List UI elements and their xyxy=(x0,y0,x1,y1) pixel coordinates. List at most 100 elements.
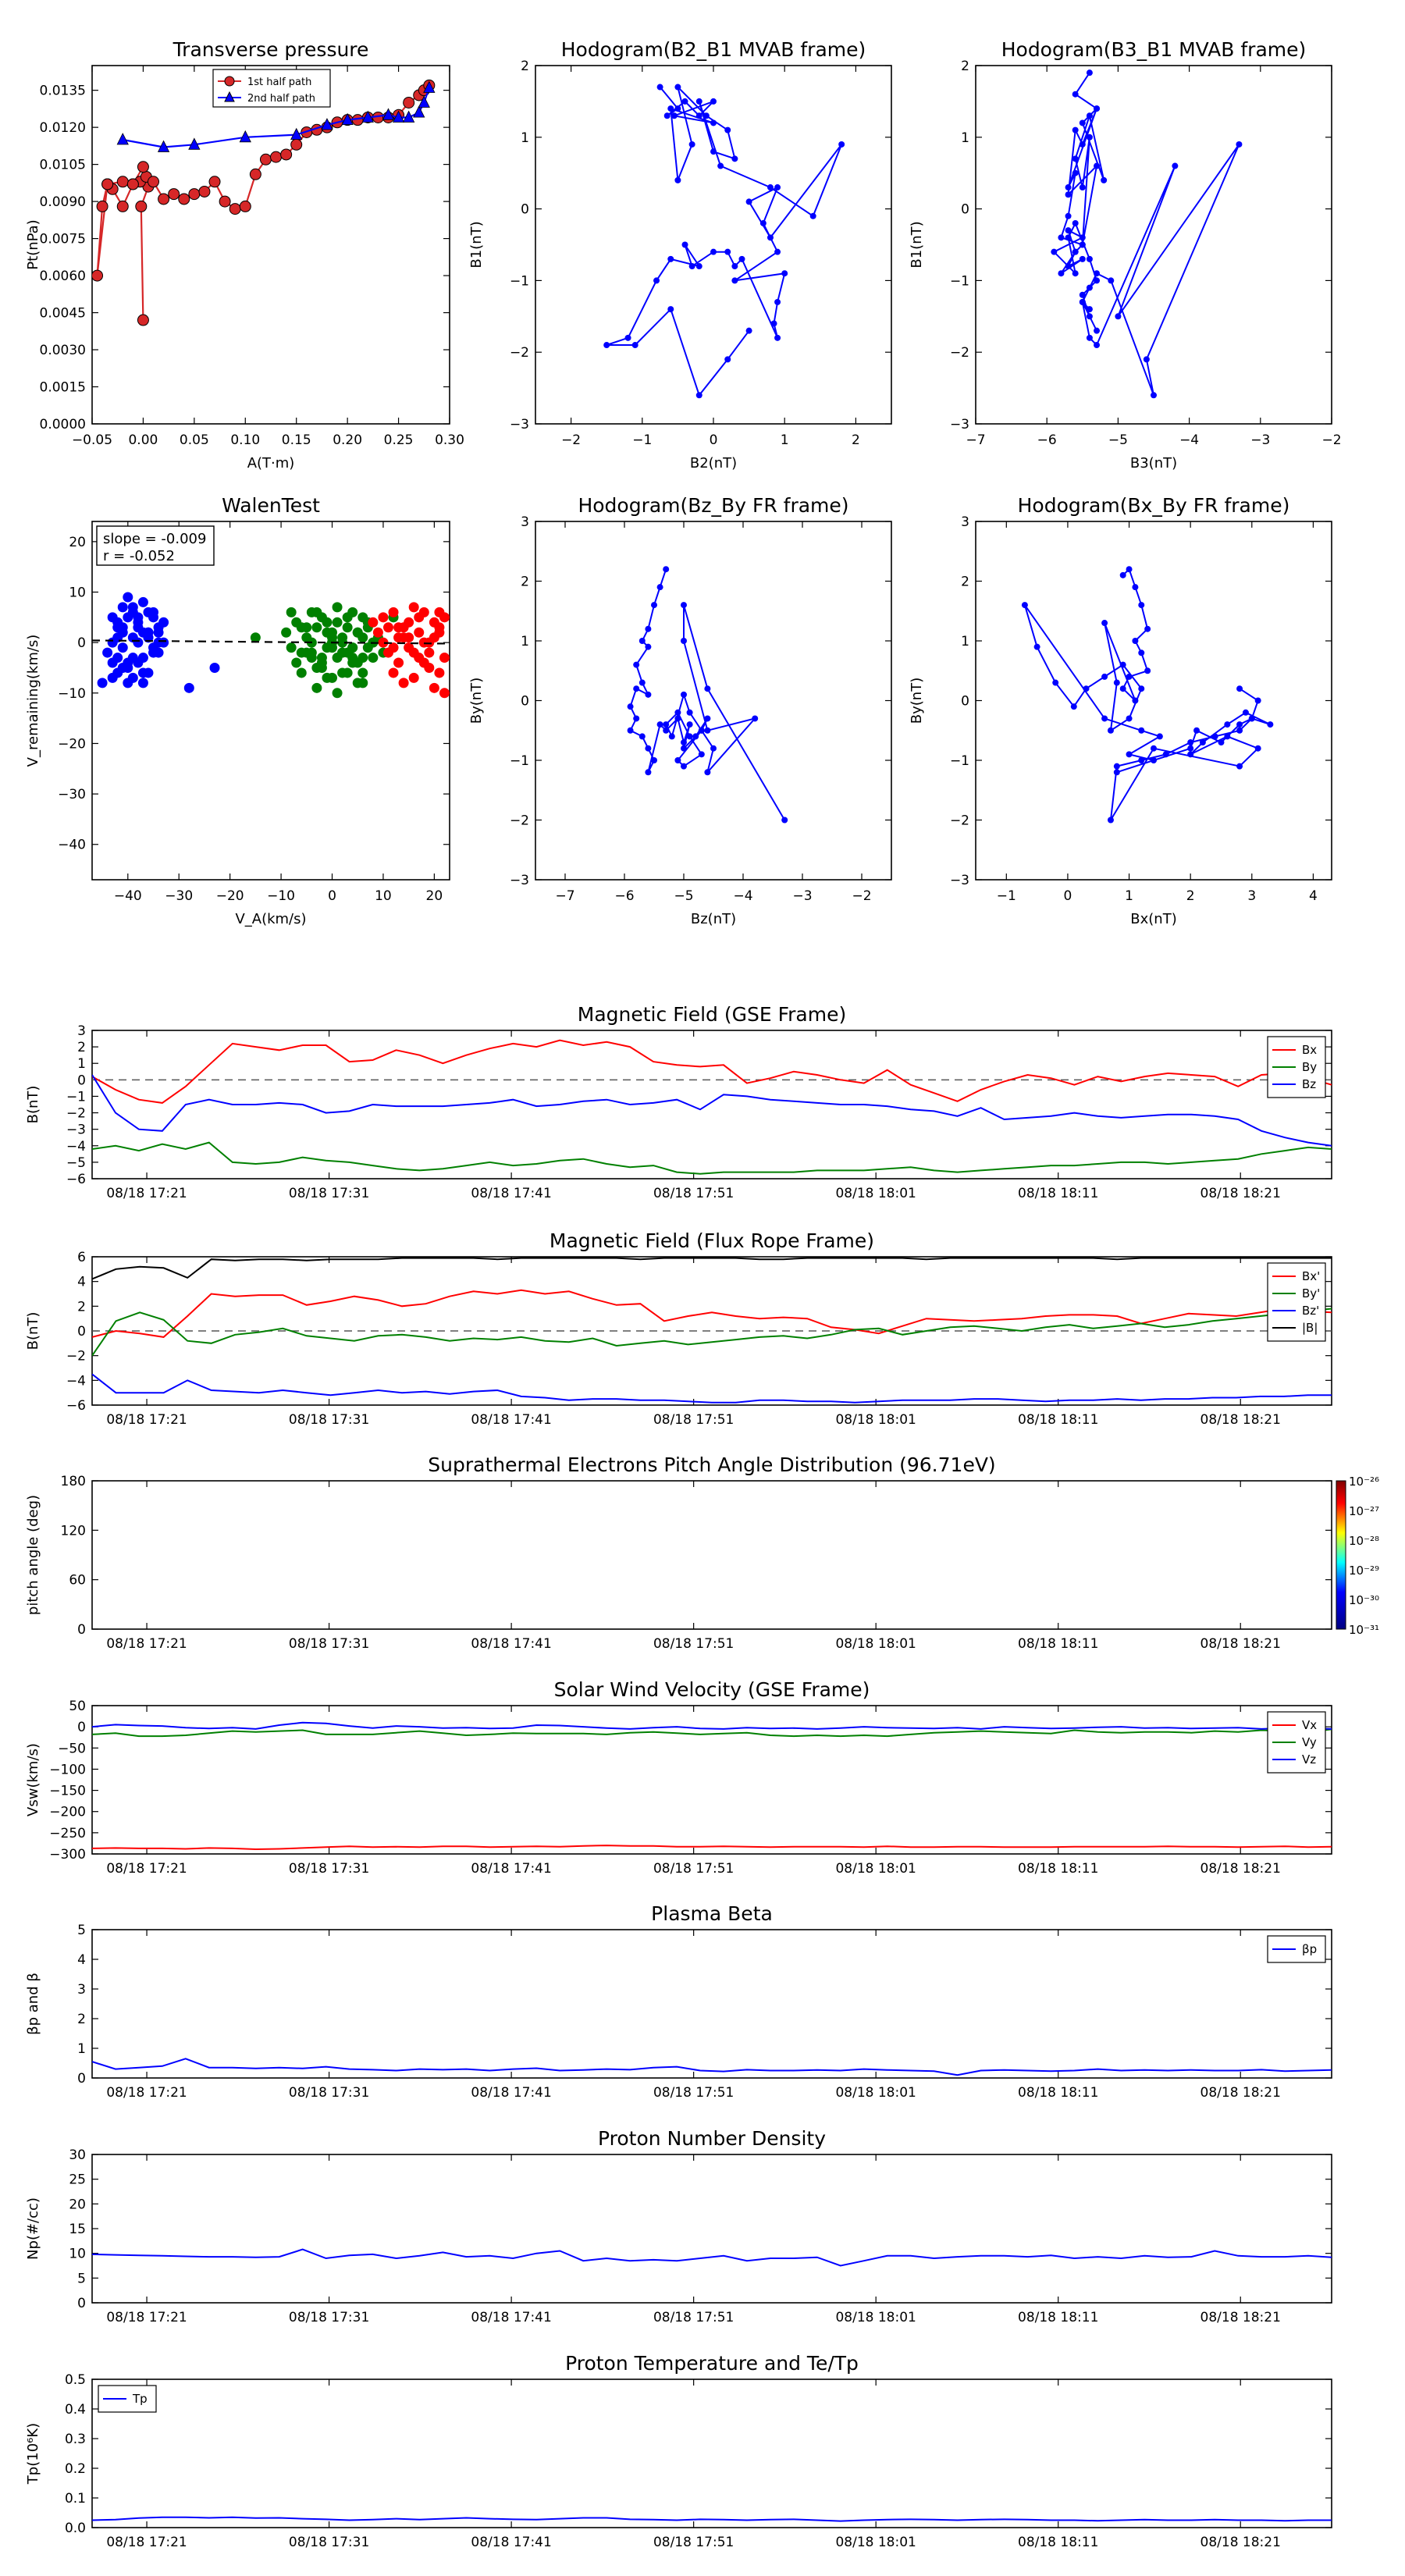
walen-point xyxy=(112,617,123,628)
walen-series-layer xyxy=(92,592,450,699)
walen-point xyxy=(434,607,445,617)
tp-xtick-label: −0.05 xyxy=(72,432,112,448)
h1-hodogram-point xyxy=(674,84,681,91)
np-ytick-label: 5 xyxy=(77,2271,86,2286)
h1-hodogram-point xyxy=(731,277,738,284)
beta-ylabel: βp and β xyxy=(25,1973,41,2035)
h1-hodogram-point xyxy=(838,141,845,148)
walen-point xyxy=(137,667,148,678)
walen-point xyxy=(398,678,409,688)
np-ytick-label: 20 xyxy=(69,2197,86,2212)
h4-hodogram-point xyxy=(1101,673,1108,680)
tp-point-1st xyxy=(280,148,293,161)
h4-hodogram-point xyxy=(1083,685,1090,692)
h2-hodogram-point xyxy=(1086,255,1093,262)
pad-title: Suprathermal Electrons Pitch Angle Distr… xyxy=(428,1453,995,1476)
beta-xtick-label: 08/18 18:01 xyxy=(835,2085,916,2101)
beta-ytick-label: 0 xyxy=(77,2071,86,2087)
tp-panel: 0.0000 0.0015 0.0030 0.0045 0.0060 0.0075 0.00… xyxy=(25,38,464,471)
h1-hodogram-point xyxy=(724,248,731,255)
tp-ytick-label: 0.0135 xyxy=(40,84,86,99)
bfr-xtick-label: 08/18 17:41 xyxy=(471,1412,551,1428)
walen-point xyxy=(291,657,302,668)
h1-ytick-label: 0 xyxy=(521,202,529,218)
bfr-series-3 xyxy=(92,1373,1332,1404)
beta-ytick-label: 4 xyxy=(77,1952,86,1968)
h2-hodogram-point xyxy=(1151,392,1157,399)
h4-xtick-label: −1 xyxy=(997,888,1016,904)
bfr-xtick-label: 08/18 17:51 xyxy=(653,1412,734,1428)
vsw-series-layer xyxy=(92,1721,1332,1851)
h1-hodogram-point xyxy=(603,342,610,349)
h3-hodogram-point xyxy=(698,727,705,734)
h2-hodogram-point xyxy=(1072,126,1079,133)
h3-hodogram-point xyxy=(698,751,705,758)
beta-xtick-label: 08/18 18:21 xyxy=(1200,2085,1281,2101)
h2-hodogram-point xyxy=(1086,334,1093,341)
beta-xtick-label: 08/18 17:51 xyxy=(653,2085,734,2101)
h4-hodogram-point xyxy=(1119,571,1126,578)
tp-xtick-label: 0.30 xyxy=(435,432,464,448)
tp-point-2nd xyxy=(116,133,129,145)
h4-hodogram-point xyxy=(1224,721,1231,728)
walen-point xyxy=(393,622,404,633)
tp-ytick-label: 0.0105 xyxy=(40,158,86,173)
walen-point xyxy=(408,672,419,683)
h1-xlabel: B2(nT) xyxy=(690,455,737,471)
h1-hodogram-point xyxy=(670,112,678,119)
walen-point xyxy=(296,622,307,633)
h4-hodogram-point xyxy=(1199,739,1206,746)
h2-hodogram-point xyxy=(1086,133,1093,141)
bgse-ylabel: B(nT) xyxy=(25,1086,41,1124)
h3-hodogram-point xyxy=(681,739,687,746)
h3-hodogram-point xyxy=(668,733,675,740)
walen-point xyxy=(362,642,373,653)
tp-point-1st xyxy=(208,176,221,188)
walen-point xyxy=(123,592,133,603)
h1-hodogram-point xyxy=(624,334,631,341)
h2-hodogram-point xyxy=(1072,169,1079,176)
h4-hodogram-point xyxy=(1144,625,1151,632)
h2-title: Hodogram(B3_B1 MVAB frame) xyxy=(1001,38,1307,61)
pad-panel: 0 60 120 180 08/18 17:21 08/18 17:31 08/18 17:… xyxy=(25,1453,1379,1652)
h4-hodogram-point xyxy=(1138,602,1145,609)
walen-xtick-label: −30 xyxy=(165,888,193,904)
h3-hodogram-point xyxy=(627,727,634,734)
h4-xtick-label: 1 xyxy=(1125,888,1133,904)
walen-point xyxy=(342,622,353,633)
walen-point xyxy=(372,627,383,638)
h2-hodogram-point xyxy=(1086,306,1093,313)
walen-point xyxy=(311,607,322,617)
walen-point xyxy=(418,657,429,668)
h4-ytick-label: 1 xyxy=(961,634,969,649)
h3-hodogram-point xyxy=(692,733,699,740)
beta-xtick-label: 08/18 17:31 xyxy=(289,2085,369,2101)
h1-xtick-label: 0 xyxy=(710,432,718,448)
h2-hodogram-point xyxy=(1072,248,1079,255)
tpk-xtick-label: 08/18 18:01 xyxy=(835,2535,916,2550)
h3-hodogram-point xyxy=(651,602,657,609)
vsw-ytick-label: −200 xyxy=(49,1805,86,1820)
h3-xtick-label: −4 xyxy=(733,888,752,904)
walen-point xyxy=(127,602,138,613)
h4-ytick-label: −1 xyxy=(950,753,969,769)
walen-point xyxy=(352,678,363,688)
h3-hodogram-point xyxy=(704,715,711,722)
beta-legend-box xyxy=(1267,1935,1326,1963)
h2-xtick-label: −3 xyxy=(1250,432,1270,448)
tp-point-1st xyxy=(101,178,114,190)
tp-legend-label: 1st half path xyxy=(247,76,311,88)
h2-panel: −3 −2 −1 0 1 2 −7 −6 −5 −4 −3 −2 Hodogram(B3_B1 MVAB… xyxy=(909,38,1342,471)
tp-point-2nd xyxy=(392,110,405,123)
pad-colorbar-label: 10⁻³⁰ xyxy=(1349,1593,1379,1607)
walen-point xyxy=(368,653,379,664)
h3-hodogram-point xyxy=(645,643,652,650)
vsw-ytick-label: 50 xyxy=(69,1699,86,1714)
tpk-legend-label: Tp xyxy=(132,2392,148,2406)
tp-point-2nd xyxy=(418,95,430,108)
h1-hodogram-point xyxy=(781,270,788,277)
tp-title: Transverse pressure xyxy=(173,38,369,61)
h2-xtick-label: −2 xyxy=(1321,432,1341,448)
tpk-panel: 0.0 0.1 0.2 0.3 0.4 0.5 08/18 17:21 08/18 17:31… xyxy=(25,2352,1332,2550)
h3-hodogram-point xyxy=(704,685,711,692)
